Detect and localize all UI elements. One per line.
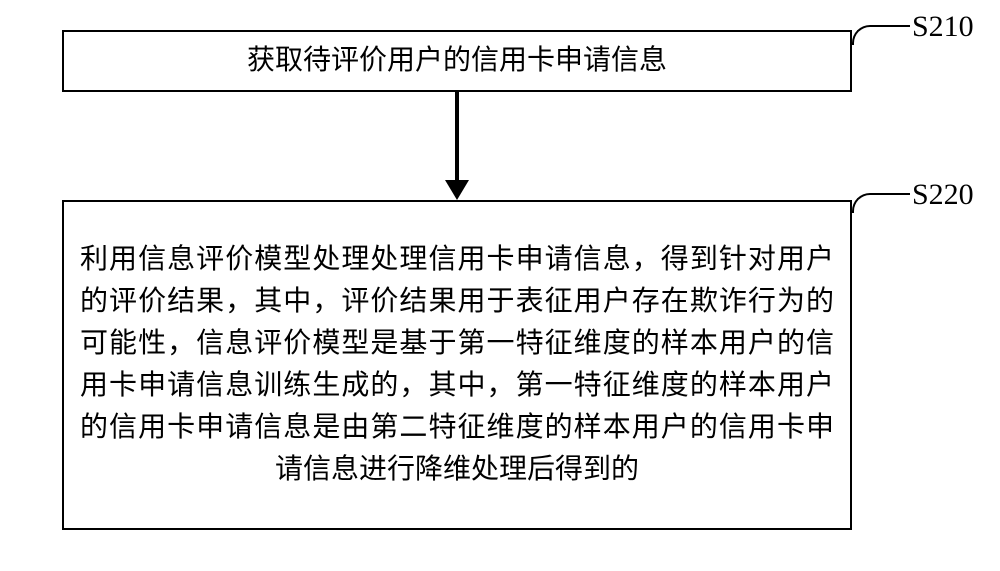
node-s210-label: S210 bbox=[912, 10, 974, 44]
arrow-head-icon bbox=[445, 180, 469, 200]
callout-line-s210 bbox=[880, 25, 910, 27]
node-s220-text: 利用信息评价模型处理处理信用卡申请信息，得到针对用户的评价结果，其中，评价结果用… bbox=[80, 239, 834, 491]
flowchart-node-s210: 获取待评价用户的信用卡申请信息 bbox=[62, 30, 852, 92]
flowchart-canvas: 获取待评价用户的信用卡申请信息 S210 利用信息评价模型处理处理信用卡申请信息… bbox=[0, 0, 1000, 571]
node-s220-label: S220 bbox=[912, 178, 974, 212]
label-s210-text: S210 bbox=[912, 10, 974, 43]
callout-line-s220 bbox=[880, 193, 910, 195]
node-s210-text: 获取待评价用户的信用卡申请信息 bbox=[247, 40, 667, 82]
arrow-line bbox=[455, 92, 459, 184]
callout-curve-s210 bbox=[852, 25, 882, 45]
label-s220-text: S220 bbox=[912, 178, 974, 211]
flowchart-node-s220: 利用信息评价模型处理处理信用卡申请信息，得到针对用户的评价结果，其中，评价结果用… bbox=[62, 200, 852, 530]
callout-curve-s220 bbox=[852, 193, 882, 213]
